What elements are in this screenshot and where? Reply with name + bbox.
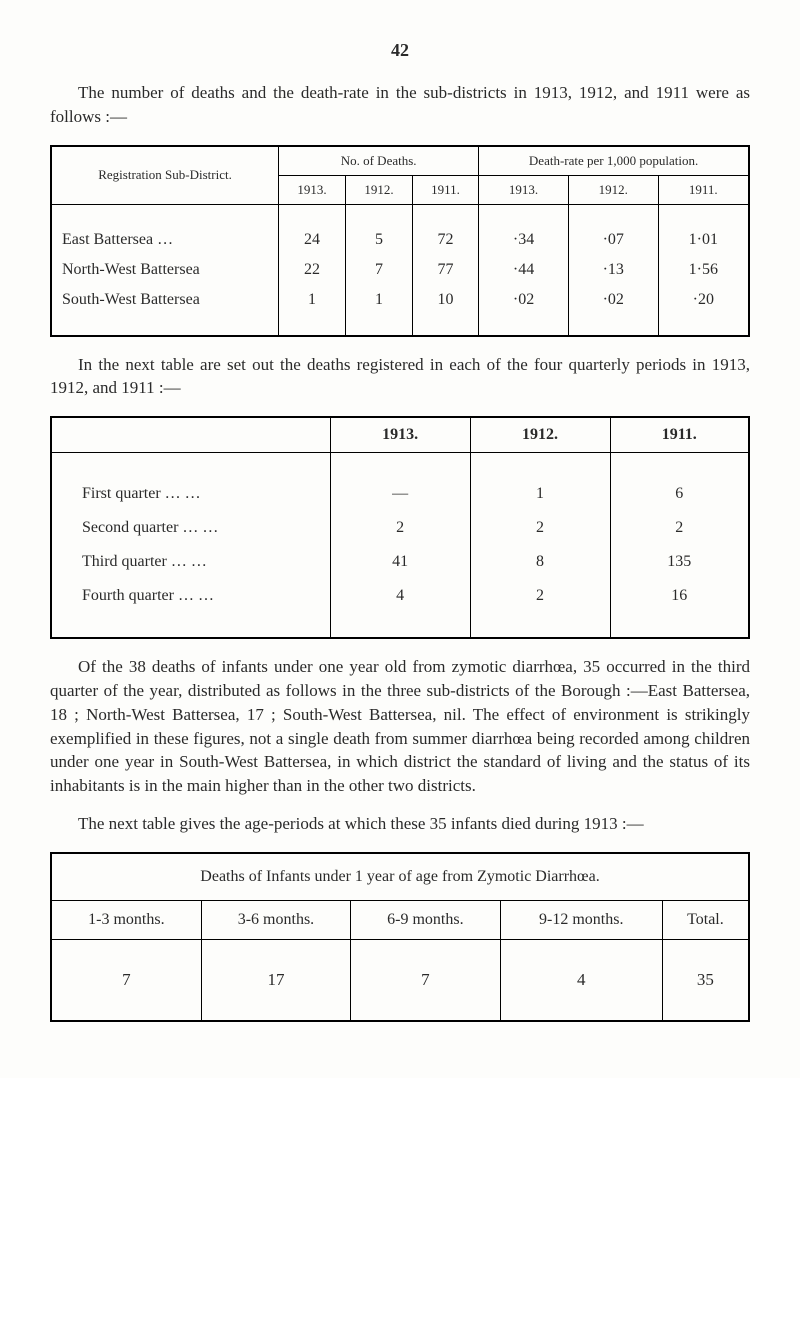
row-label: Third quarter … … — [51, 545, 330, 579]
cell: 7 — [346, 255, 413, 285]
cell: 24 — [279, 225, 346, 255]
table-row: North-West Battersea 22 7 77 ·44 ·13 1·5… — [51, 255, 749, 285]
year-header: 1912. — [470, 417, 610, 453]
year-header: 1911. — [412, 175, 478, 204]
cell: 35 — [662, 939, 749, 1021]
page-number: 42 — [50, 40, 750, 61]
cell: 2 — [610, 511, 749, 545]
document-page: 42 The number of deaths and the death-ra… — [0, 0, 800, 1078]
cell: 135 — [610, 545, 749, 579]
cell: ·44 — [479, 255, 569, 285]
year-header: 1912. — [568, 175, 658, 204]
col-header: 1-3 months. — [51, 900, 201, 939]
cell: 2 — [470, 511, 610, 545]
cell: 5 — [346, 225, 413, 255]
cell: 8 — [470, 545, 610, 579]
paragraph-1: The number of deaths and the death-rate … — [50, 81, 750, 129]
year-header: 1913. — [330, 417, 470, 453]
cell: ·02 — [568, 285, 658, 315]
col-header: 3-6 months. — [201, 900, 350, 939]
table-row: Third quarter … … 41 8 135 — [51, 545, 749, 579]
row-label: South-West Battersea — [51, 285, 279, 315]
paragraph-4: The next table gives the age-periods at … — [50, 812, 750, 836]
table-row: Second quarter … … 2 2 2 — [51, 511, 749, 545]
paragraph-3: Of the 38 deaths of infants under one ye… — [50, 655, 750, 798]
paragraph-2: In the next table are set out the deaths… — [50, 353, 750, 401]
table-row: South-West Battersea 1 1 10 ·02 ·02 ·20 — [51, 285, 749, 315]
cell: 7 — [351, 939, 500, 1021]
table-row: First quarter … … — 1 6 — [51, 477, 749, 511]
cell: 2 — [330, 511, 470, 545]
cell: 1·56 — [658, 255, 749, 285]
year-header: 1912. — [346, 175, 413, 204]
row-label: East Battersea … — [51, 225, 279, 255]
row-label: First quarter … … — [51, 477, 330, 511]
cell: 10 — [412, 285, 478, 315]
cell: 1·01 — [658, 225, 749, 255]
cell: 1 — [279, 285, 346, 315]
cell: 22 — [279, 255, 346, 285]
col-header: Total. — [662, 900, 749, 939]
year-header: 1911. — [658, 175, 749, 204]
cell: ·34 — [479, 225, 569, 255]
table-subdistricts: Registration Sub-District. No. of Deaths… — [50, 145, 750, 337]
cell: 2 — [470, 579, 610, 613]
cell: ·13 — [568, 255, 658, 285]
table-quarterly: 1913. 1912. 1911. First quarter … … — 1 … — [50, 416, 750, 639]
cell: 4 — [500, 939, 662, 1021]
table-row: Fourth quarter … … 4 2 16 — [51, 579, 749, 613]
cell: 17 — [201, 939, 350, 1021]
year-header: 1913. — [279, 175, 346, 204]
row-label: North-West Battersea — [51, 255, 279, 285]
year-header: 1911. — [610, 417, 749, 453]
col-header: 6-9 months. — [351, 900, 500, 939]
table-title: Deaths of Infants under 1 year of age fr… — [51, 853, 749, 901]
table-row: East Battersea … 24 5 72 ·34 ·07 1·01 — [51, 225, 749, 255]
group2-label: Death-rate per 1,000 population. — [479, 146, 749, 176]
table-infant-deaths: Deaths of Infants under 1 year of age fr… — [50, 852, 750, 1022]
col-label: Registration Sub-District. — [51, 146, 279, 205]
cell: ·20 — [658, 285, 749, 315]
cell: 72 — [412, 225, 478, 255]
cell: 6 — [610, 477, 749, 511]
cell: 4 — [330, 579, 470, 613]
blank-header — [51, 417, 330, 453]
cell: 1 — [346, 285, 413, 315]
cell: 41 — [330, 545, 470, 579]
cell: — — [330, 477, 470, 511]
cell: 7 — [51, 939, 201, 1021]
year-header: 1913. — [479, 175, 569, 204]
cell: 77 — [412, 255, 478, 285]
col-header: 9-12 months. — [500, 900, 662, 939]
table-row: 7 17 7 4 35 — [51, 939, 749, 1021]
row-label: Fourth quarter … … — [51, 579, 330, 613]
cell: ·07 — [568, 225, 658, 255]
group1-label: No. of Deaths. — [279, 146, 479, 176]
cell: 1 — [470, 477, 610, 511]
row-label: Second quarter … … — [51, 511, 330, 545]
cell: ·02 — [479, 285, 569, 315]
cell: 16 — [610, 579, 749, 613]
